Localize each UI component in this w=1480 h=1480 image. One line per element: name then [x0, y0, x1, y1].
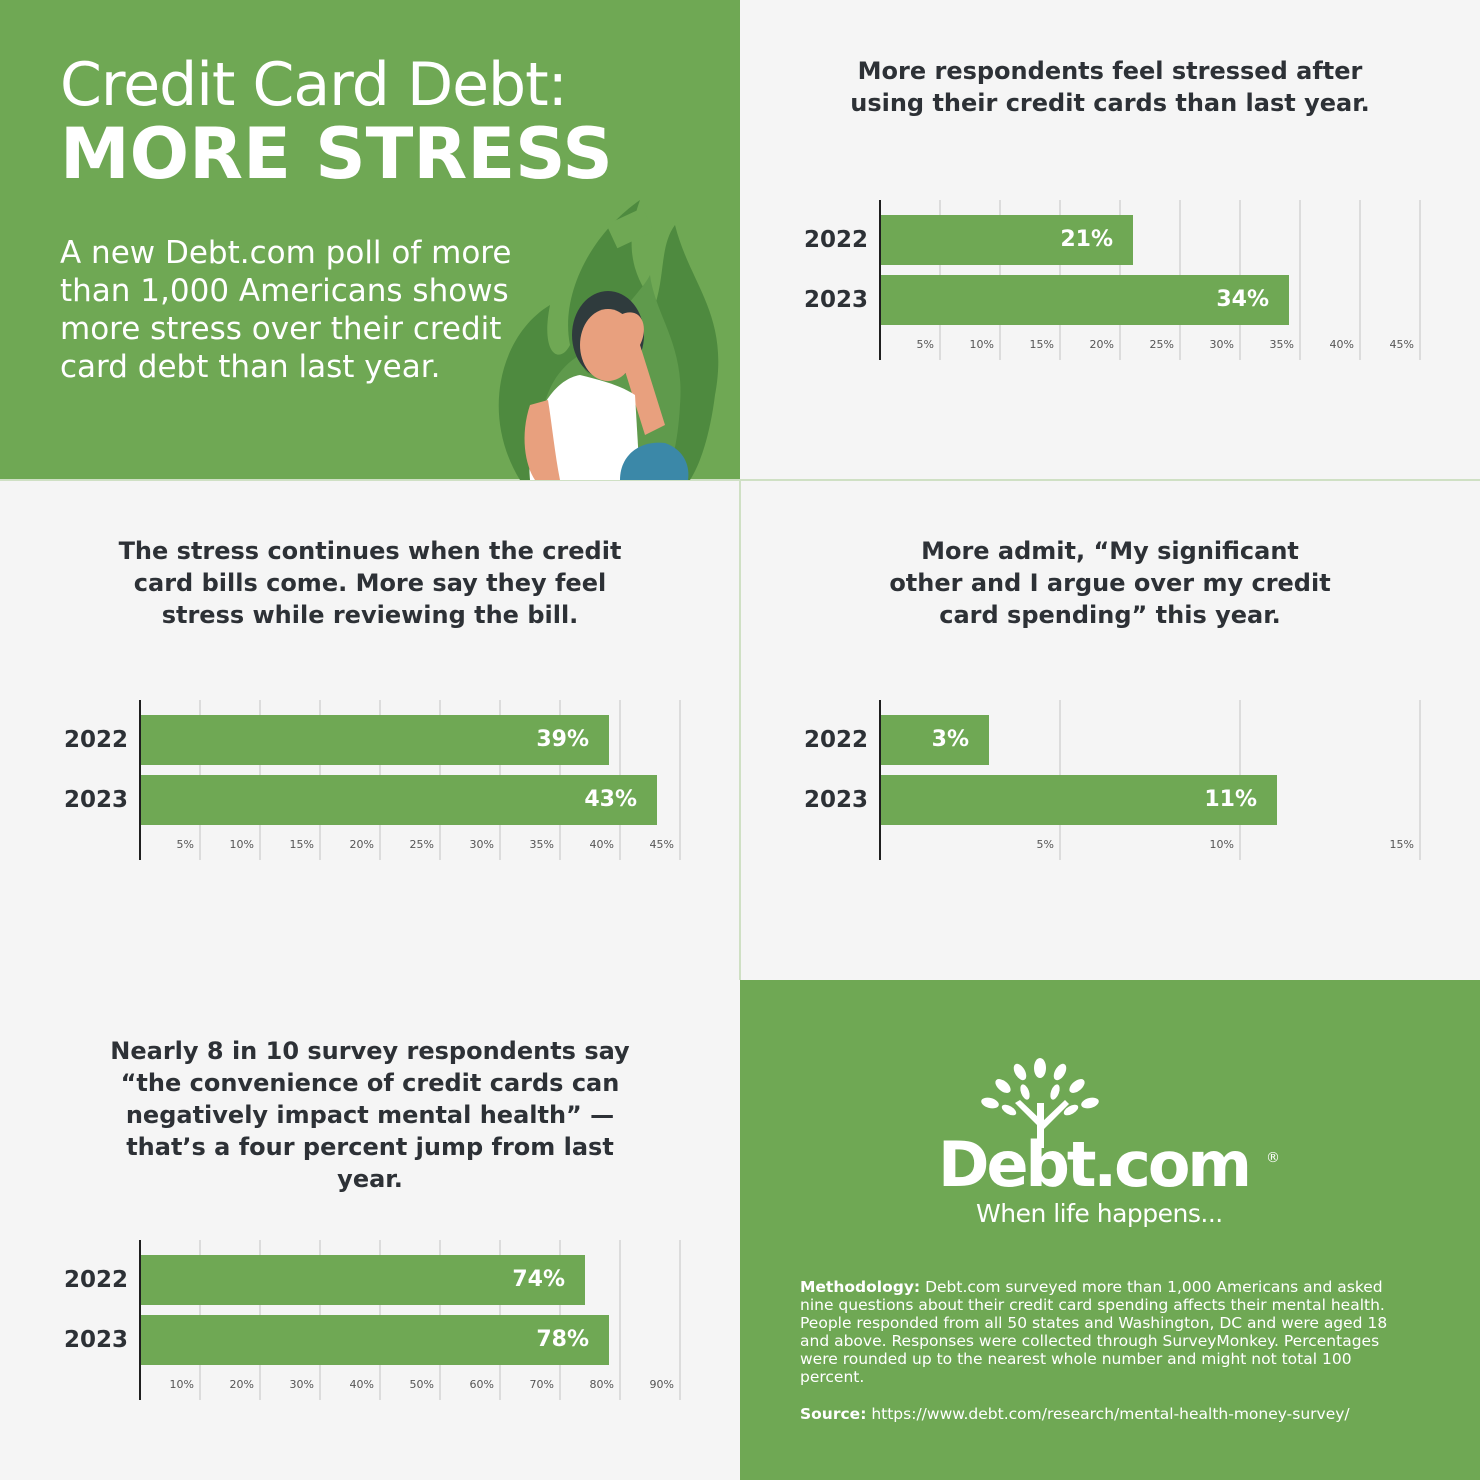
registered-mark: ® — [1266, 1150, 1280, 1166]
tick-label: 50% — [409, 1378, 434, 1391]
tick-label: 25% — [409, 838, 434, 851]
bar-value-label: 21% — [1060, 227, 1113, 252]
tick-label: 10% — [169, 1378, 194, 1391]
tick-label: 10% — [1209, 838, 1234, 851]
tick-label: 35% — [529, 838, 554, 851]
axis-line — [879, 700, 881, 860]
divider-vertical — [739, 480, 741, 980]
tick-label: 30% — [1209, 338, 1234, 351]
gridline — [1299, 200, 1301, 360]
brand-tagline: When life happens... — [976, 1199, 1223, 1228]
bar-value-label: 43% — [584, 787, 637, 812]
source-label: Source: — [800, 1405, 867, 1423]
tick-label: 5% — [1036, 838, 1054, 851]
shirt-shape — [529, 375, 640, 480]
category-label: 2023 — [64, 1327, 129, 1353]
chart4-panel — [0, 980, 740, 1480]
tick-label: 40% — [589, 838, 614, 851]
hero-subtitle: A new Debt.com poll of more than 1,000 A… — [60, 235, 512, 385]
tick-label: 40% — [1329, 338, 1354, 351]
hero-title-line2: MORE STRESS — [60, 113, 613, 195]
tick-label: 15% — [289, 838, 314, 851]
bar — [141, 1255, 585, 1305]
brand-panel — [740, 980, 1480, 1480]
skirt-shape — [620, 442, 689, 480]
tick-label: 20% — [349, 838, 374, 851]
bar-value-label: 39% — [536, 727, 589, 752]
chart2-title: The stress continues when the credit car… — [118, 537, 622, 629]
methodology-text: Methodology: Debt.com surveyed more than… — [800, 1278, 1420, 1386]
bar-value-label: 74% — [512, 1267, 565, 1292]
tick-label: 30% — [289, 1378, 314, 1391]
axis-line — [139, 700, 141, 860]
hero-title-line1: Credit Card Debt: — [60, 50, 568, 120]
bar-value-label: 3% — [931, 727, 969, 752]
chart1-title: More respondents feel stressed after usi… — [850, 57, 1370, 117]
source-text: Source: https://www.debt.com/research/me… — [800, 1404, 1420, 1424]
tick-label: 90% — [649, 1378, 674, 1391]
bar — [881, 715, 989, 765]
category-label: 2023 — [804, 787, 869, 813]
bar-value-label: 34% — [1216, 287, 1269, 312]
gridline — [1419, 700, 1421, 860]
chart4-title: Nearly 8 in 10 survey respondents say “t… — [110, 1037, 630, 1193]
tick-label: 5% — [916, 338, 934, 351]
bar — [881, 775, 1277, 825]
tick-label: 20% — [1089, 338, 1114, 351]
tick-label: 30% — [469, 838, 494, 851]
tick-label: 10% — [229, 838, 254, 851]
tick-label: 45% — [1389, 338, 1414, 351]
stressed-woman-illustration — [498, 200, 719, 480]
gridline — [619, 1240, 621, 1400]
tick-label: 60% — [469, 1378, 494, 1391]
tick-label: 15% — [1029, 338, 1054, 351]
tick-label: 35% — [1269, 338, 1294, 351]
category-label: 2023 — [804, 287, 869, 313]
arm-shape — [524, 400, 560, 480]
bar-value-label: 11% — [1204, 787, 1257, 812]
bar — [881, 275, 1289, 325]
gridline — [1419, 200, 1421, 360]
tick-label: 70% — [529, 1378, 554, 1391]
tree-logo-icon — [981, 1058, 1099, 1148]
category-label: 2022 — [64, 1267, 129, 1293]
category-label: 2022 — [64, 727, 129, 753]
tick-label: 25% — [1149, 338, 1174, 351]
category-label: 2022 — [804, 727, 869, 753]
paper-icon — [606, 207, 654, 249]
bar — [141, 1315, 609, 1365]
tick-label: 5% — [176, 838, 194, 851]
axis-line — [139, 1240, 141, 1400]
tick-label: 45% — [649, 838, 674, 851]
category-label: 2022 — [804, 227, 869, 253]
bar-value-label: 78% — [536, 1327, 589, 1352]
tick-label: 20% — [229, 1378, 254, 1391]
brand-logo-text: Debt.com — [938, 1128, 1252, 1201]
source-url[interactable]: https://www.debt.com/research/mental-hea… — [871, 1405, 1350, 1423]
category-label: 2023 — [64, 787, 129, 813]
gridline — [679, 1240, 681, 1400]
hand-shape — [620, 312, 665, 435]
methodology-label: Methodology: — [800, 1278, 921, 1296]
gridline — [1359, 200, 1361, 360]
methodology-body: Debt.com surveyed more than 1,000 Americ… — [800, 1278, 1388, 1386]
bar — [141, 775, 657, 825]
bar — [881, 215, 1133, 265]
tick-label: 80% — [589, 1378, 614, 1391]
chart3-panel — [740, 480, 1480, 980]
gridline — [679, 700, 681, 860]
bar — [141, 715, 609, 765]
axis-line — [879, 200, 881, 360]
chart3-title: More admit, “My significant other and I … — [889, 537, 1331, 629]
tick-label: 10% — [969, 338, 994, 351]
tick-label: 40% — [349, 1378, 374, 1391]
tick-label: 15% — [1389, 838, 1414, 851]
